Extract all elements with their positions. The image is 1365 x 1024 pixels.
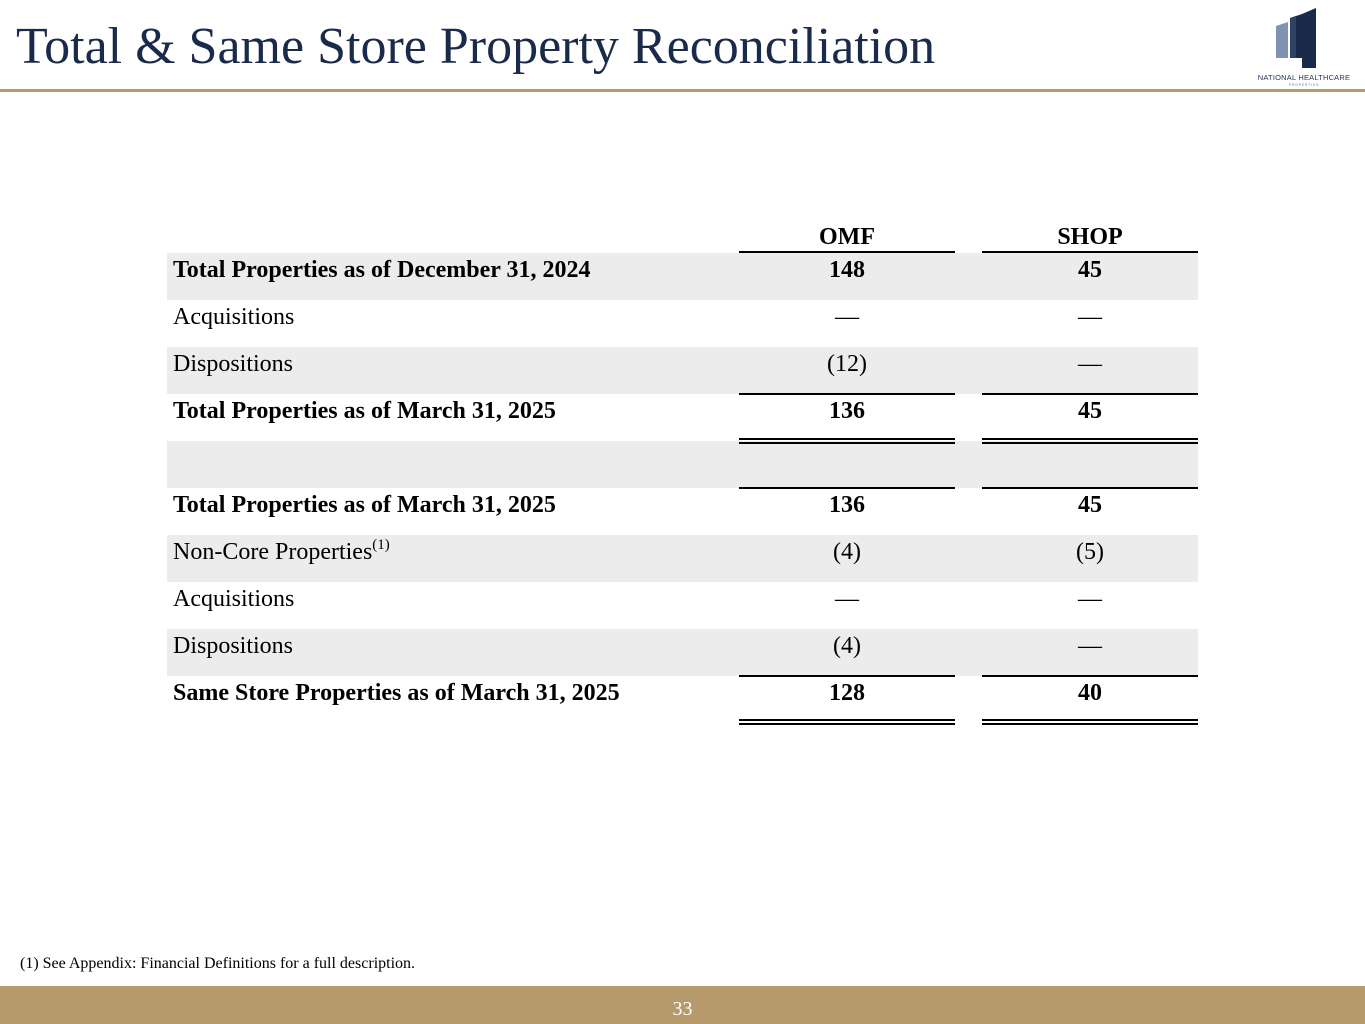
logo-subtext: PROPERTIES: [1288, 83, 1320, 87]
logo-text: NATIONAL HEALTHCARE: [1257, 73, 1351, 82]
omf-value: (12): [827, 351, 867, 377]
footer-bar: [0, 986, 1365, 1024]
omf-value: (4): [833, 633, 861, 659]
table-row: Total Properties as of December 31, 2024…: [167, 253, 1198, 300]
row-label: Same Store Properties as of March 31, 20…: [173, 680, 620, 706]
table-row: Same Store Properties as of March 31, 20…: [167, 676, 1198, 723]
row-label: Total Properties as of December 31, 2024: [173, 257, 591, 283]
company-logo: NATIONAL HEALTHCARE PROPERTIES: [1252, 6, 1356, 87]
page-title: Total & Same Store Property Reconciliati…: [16, 18, 936, 75]
table-row: Acquisitions — —: [167, 300, 1198, 347]
total-double-rule: [739, 719, 955, 725]
shop-value: —: [1078, 304, 1102, 330]
shop-value: —: [1078, 633, 1102, 659]
shop-value: —: [1078, 351, 1102, 377]
subtotal-rule: [739, 675, 955, 677]
omf-value: —: [835, 304, 859, 330]
omf-value: —: [835, 586, 859, 612]
footnote: (1) See Appendix: Financial Definitions …: [20, 955, 416, 972]
shop-value: 45: [1078, 257, 1102, 283]
subtotal-rule: [982, 393, 1198, 395]
row-label-text: Non-Core Properties: [173, 539, 373, 565]
building-logo-icon: [1276, 8, 1316, 68]
table-row: Total Properties as of March 31, 2025 13…: [167, 488, 1198, 535]
title-divider: [0, 89, 1365, 92]
table-row: Non-Core Properties(1) (4) (5): [167, 535, 1198, 582]
shop-value: —: [1078, 586, 1102, 612]
footnote-marker: (1): [372, 537, 390, 553]
omf-value: (4): [833, 539, 861, 565]
shop-value: 45: [1078, 398, 1102, 424]
total-double-rule: [982, 719, 1198, 725]
omf-value: 136: [829, 398, 865, 424]
subtotal-rule: [739, 393, 955, 395]
table-row: Dispositions (12) —: [167, 347, 1198, 394]
subtotal-rule: [982, 487, 1198, 489]
total-double-rule: [982, 438, 1198, 444]
omf-value: 128: [829, 680, 865, 706]
row-label: Total Properties as of March 31, 2025: [173, 492, 556, 518]
shop-value: 45: [1078, 492, 1102, 518]
table-row: Acquisitions — —: [167, 582, 1198, 629]
omf-value: 136: [829, 492, 865, 518]
column-header-shop: SHOP: [982, 222, 1198, 253]
table-row: Dispositions (4) —: [167, 629, 1198, 676]
row-label: Total Properties as of March 31, 2025: [173, 398, 556, 424]
row-label: Dispositions: [173, 633, 294, 659]
omf-value: 148: [829, 257, 865, 283]
table-row: Total Properties as of March 31, 2025 13…: [167, 394, 1198, 441]
subtotal-rule: [739, 487, 955, 489]
shop-value: 40: [1078, 680, 1102, 706]
reconciliation-table: OMF SHOP Total Properties as of December…: [167, 222, 1198, 725]
column-header-omf: OMF: [739, 222, 955, 253]
shop-value: (5): [1076, 539, 1104, 565]
row-label: Acquisitions: [173, 586, 295, 612]
row-label: Acquisitions: [173, 304, 295, 330]
subtotal-rule: [982, 675, 1198, 677]
row-label: Dispositions: [173, 351, 294, 377]
page-number: 33: [672, 998, 693, 1020]
total-double-rule: [739, 438, 955, 444]
table-row-spacer: [167, 441, 1198, 488]
row-label: Non-Core Properties(1): [173, 535, 390, 569]
